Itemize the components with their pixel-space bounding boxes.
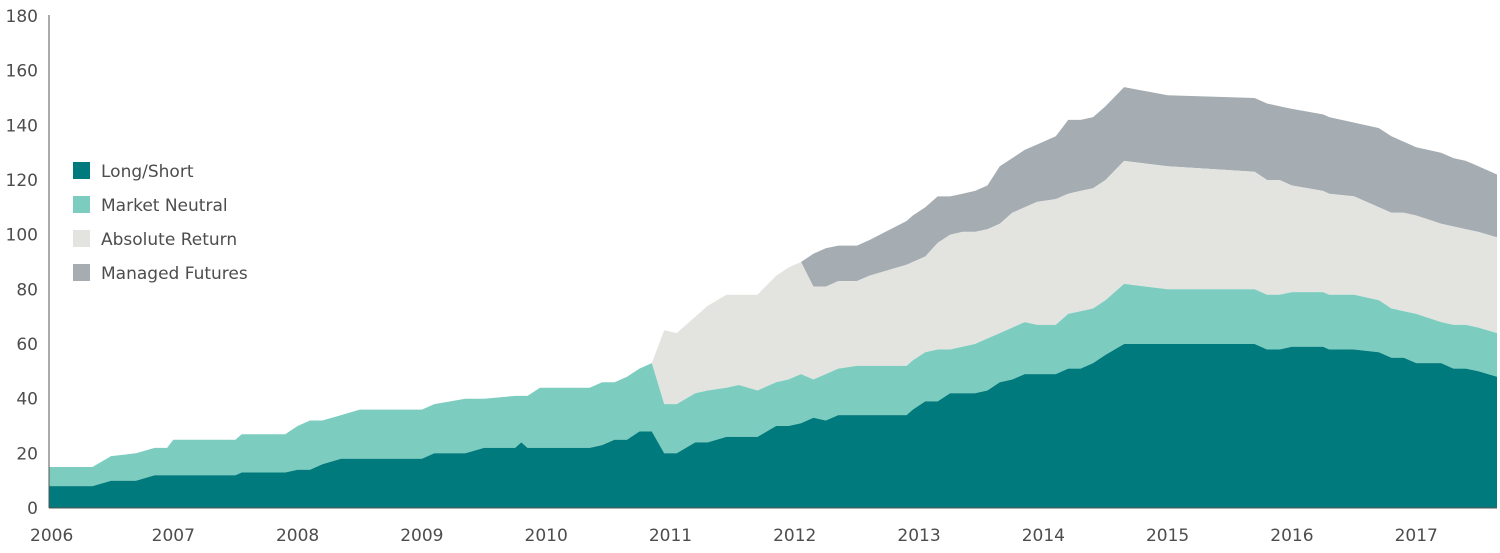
area-long-short xyxy=(49,344,1497,508)
x-tick-label: 2009 xyxy=(400,526,443,546)
x-tick-label: 2016 xyxy=(1270,526,1313,546)
legend-swatch-long-short xyxy=(73,162,90,179)
y-tick-label: 180 xyxy=(6,7,38,27)
x-tick-label: 2013 xyxy=(897,526,940,546)
legend-label-long-short: Long/Short xyxy=(101,162,194,182)
y-tick-label: 80 xyxy=(16,280,38,300)
legend: Long/Short Market Neutral Absolute Return M… xyxy=(73,162,248,284)
y-tick-label: 140 xyxy=(6,116,38,136)
legend-label-market-neutral: Market Neutral xyxy=(101,196,228,216)
x-tick-labels: 2006 2007 2008 2009 2010 2011 2012 2013 2014 2015… xyxy=(30,526,1438,546)
x-tick-label: 2015 xyxy=(1146,526,1189,546)
legend-swatch-managed-futures xyxy=(73,264,90,281)
x-tick-label: 2011 xyxy=(649,526,692,546)
y-tick-label: 40 xyxy=(16,390,38,410)
area-managed-futures xyxy=(801,87,1497,287)
y-tick-label: 120 xyxy=(6,171,38,191)
y-tick-labels: 0 20 40 60 80 100 120 140 160 180 xyxy=(6,7,38,519)
y-tick-label: 0 xyxy=(27,499,38,519)
area-absolute-return xyxy=(651,160,1497,405)
x-tick-label: 2012 xyxy=(773,526,816,546)
x-tick-label: 2010 xyxy=(525,526,568,546)
y-tick-label: 60 xyxy=(16,335,38,355)
x-tick-label: 2007 xyxy=(152,526,195,546)
area-market-neutral xyxy=(49,283,1497,487)
x-tick-label: 2017 xyxy=(1395,526,1438,546)
x-tick-label: 2014 xyxy=(1022,526,1065,546)
legend-label-managed-futures: Managed Futures xyxy=(101,264,248,284)
x-tick-label: 2006 xyxy=(30,526,73,546)
y-tick-label: 100 xyxy=(6,226,38,246)
area-series-group xyxy=(49,87,1497,508)
legend-swatch-market-neutral xyxy=(73,196,90,213)
y-tick-label: 160 xyxy=(6,62,38,82)
legend-label-absolute-return: Absolute Return xyxy=(101,230,237,250)
x-tick-label: 2008 xyxy=(276,526,319,546)
legend-swatch-absolute-return xyxy=(73,230,90,247)
y-tick-label: 20 xyxy=(16,444,38,464)
